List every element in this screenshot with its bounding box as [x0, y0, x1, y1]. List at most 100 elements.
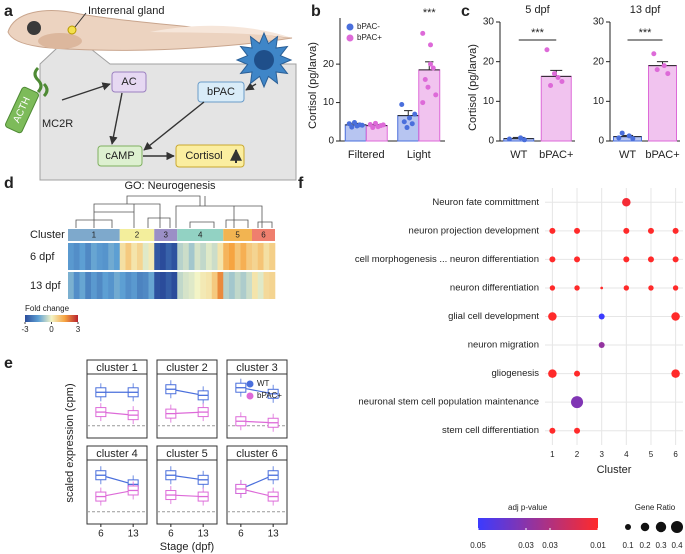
heatmap-cell [102, 243, 109, 270]
data-point [630, 136, 636, 142]
heatmap-cell [229, 243, 236, 270]
heatmap-cell [188, 272, 195, 299]
light-star [235, 31, 293, 89]
heatmap-cell [177, 243, 184, 270]
acth-node: ACTH [5, 86, 39, 134]
legend-label: bPAC+ [357, 33, 382, 42]
dot [672, 256, 679, 263]
heatmap-cell [211, 272, 218, 299]
y-tick-label: gliogenesis [491, 368, 539, 379]
arrow [61, 82, 111, 101]
heatmap-cell [125, 243, 132, 270]
heatmap-cell [137, 243, 144, 270]
data-point [380, 122, 386, 128]
facet-plot [156, 373, 218, 439]
facet-title: cluster 3 [236, 362, 278, 374]
data-point [370, 125, 376, 131]
data-point [555, 75, 561, 81]
acth-box [5, 86, 39, 134]
size-legend-label: 0.2 [639, 541, 651, 550]
mc2r-label: MC2R [42, 118, 73, 130]
data-point [401, 119, 407, 125]
data-point [651, 51, 657, 57]
y-tick-label: stem cell differentiation [442, 425, 539, 436]
data-point [409, 121, 415, 127]
heatmap-cell [160, 243, 167, 270]
data-point [654, 67, 660, 73]
facet-title: cluster 4 [96, 448, 138, 460]
panel-label: f [298, 175, 304, 192]
facet-title: cluster 2 [166, 362, 208, 374]
heatmap-cell [131, 272, 138, 299]
heatmap-cell [73, 272, 80, 299]
heatmap-cell [234, 272, 241, 299]
x-tick-label: 13 [128, 529, 140, 540]
x-axis-label: Cluster [597, 464, 632, 476]
heatmap-cell [79, 272, 86, 299]
colorbar-title: Fold change [25, 304, 70, 313]
x-tick-label: WT [619, 149, 636, 161]
dot [598, 313, 605, 320]
heatmap-cell [200, 243, 207, 270]
heatmap-cell [263, 243, 270, 270]
x-tick-label: 6 [238, 529, 244, 540]
size-legend-dot [670, 520, 684, 534]
dot [549, 285, 556, 291]
data-point [521, 137, 527, 143]
x-tick-label: 3 [599, 450, 604, 459]
heatmap-cell [96, 272, 103, 299]
dot [623, 256, 630, 263]
legend-swatch [246, 380, 254, 388]
y-tick-label: 0 [488, 136, 494, 147]
dot [548, 312, 557, 321]
data-point [665, 71, 671, 77]
y-tick-label: 10 [323, 97, 335, 108]
dot [600, 286, 604, 290]
bpac-label: bPAC [207, 86, 235, 98]
dot [549, 227, 556, 234]
y-tick-label: 20 [483, 56, 495, 67]
data-point [349, 124, 355, 130]
dot [671, 369, 680, 378]
chart-title: 5 dpf [525, 4, 550, 16]
dot [571, 396, 584, 409]
x-tick-label: 5 [649, 450, 654, 459]
interrenal-gland [67, 25, 77, 35]
cluster-band [68, 229, 120, 241]
y-tick-label: 0 [598, 136, 604, 147]
data-point [616, 135, 622, 141]
x-tick-label: bPAC+ [539, 149, 573, 161]
data-point [428, 61, 434, 67]
heatmap-cell [96, 243, 103, 270]
heatmap-cell [131, 243, 138, 270]
x-tick-label: Light [407, 149, 431, 161]
data-point [346, 121, 352, 127]
heatmap-cell [85, 243, 92, 270]
heatmap-cell [171, 243, 178, 270]
heatmap-cell [91, 243, 98, 270]
colorbar-tick-label: 3 [76, 325, 81, 334]
dot [574, 370, 581, 377]
dot [574, 256, 581, 263]
data-point [551, 71, 557, 77]
color-legend-label: 0.01 [590, 541, 606, 550]
dendrogram-branch [75, 217, 273, 228]
row-label: 13 dpf [30, 280, 62, 292]
y-tick-label: Neuron fate committment [432, 197, 539, 208]
data-point [359, 122, 365, 128]
y-tick-label: 30 [593, 17, 605, 28]
facet-title: cluster 1 [96, 362, 138, 374]
ac-label: AC [121, 76, 136, 88]
x-tick-label: Filtered [348, 149, 385, 161]
dendrogram [75, 195, 273, 228]
y-tick-label: cell morphogenesis ... neuron differenti… [355, 254, 539, 265]
annotation: *** [531, 27, 545, 39]
dot [672, 227, 679, 234]
y-axis-label: scaled expression (cpm) [64, 383, 76, 502]
heatmap-cell [194, 243, 201, 270]
dot [574, 285, 580, 291]
arrow [109, 92, 123, 145]
data-point [544, 47, 550, 53]
data-point [425, 84, 431, 90]
x-tick-label: 6 [673, 450, 678, 459]
